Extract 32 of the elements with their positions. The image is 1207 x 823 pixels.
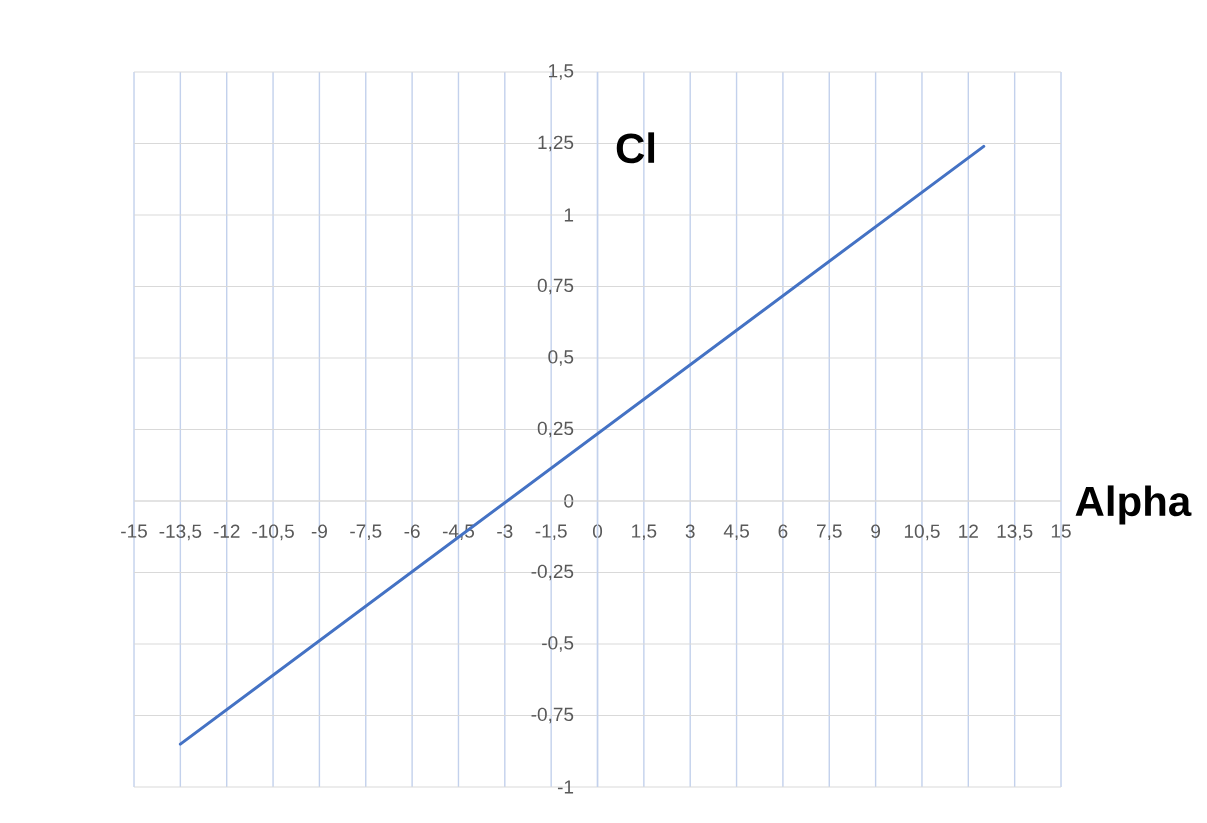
x-tick-label: 15: [1051, 524, 1071, 538]
x-tick-label: -13,5: [159, 524, 202, 541]
y-tick-label: -0,5: [542, 636, 574, 652]
x-tick-label: 10,5: [904, 524, 940, 541]
x-tick-label: -1,5: [535, 524, 567, 541]
x-tick-label: -15: [121, 524, 147, 538]
y-axis-title: Cl: [616, 132, 655, 164]
x-tick-label: 1,5: [632, 524, 657, 541]
x-tick-label: 3: [685, 524, 695, 538]
x-tick-label: 9: [871, 524, 880, 538]
x-tick-label: 4,5: [723, 524, 749, 541]
x-tick-label: -10,5: [252, 524, 294, 541]
x-tick-label: -9: [311, 524, 327, 538]
x-tick-label: -12: [213, 524, 240, 538]
x-tick-label: 13,5: [997, 524, 1033, 541]
y-tick-label: 0,5: [548, 350, 574, 366]
y-tick-label: -0,75: [531, 707, 574, 724]
y-tick-label: 0,75: [537, 278, 574, 295]
x-axis-title: Alpha: [1075, 485, 1192, 525]
x-tick-label: 12: [959, 524, 978, 538]
x-tick-label: -7,5: [350, 524, 382, 541]
x-tick-label: -3: [497, 524, 513, 538]
y-tick-label: -0,25: [531, 564, 574, 581]
y-tick-label: 1,5: [549, 64, 574, 80]
x-tick-label: 6: [778, 524, 788, 538]
x-tick-label: -6: [404, 524, 420, 538]
y-tick-label: 0: [564, 494, 574, 508]
x-tick-label: 7,5: [817, 524, 842, 541]
y-tick-label: 1,25: [538, 135, 574, 152]
y-tick-label: -1: [557, 780, 574, 794]
y-tick-label: 1: [564, 208, 574, 222]
y-tick-label: 0,25: [537, 421, 574, 438]
